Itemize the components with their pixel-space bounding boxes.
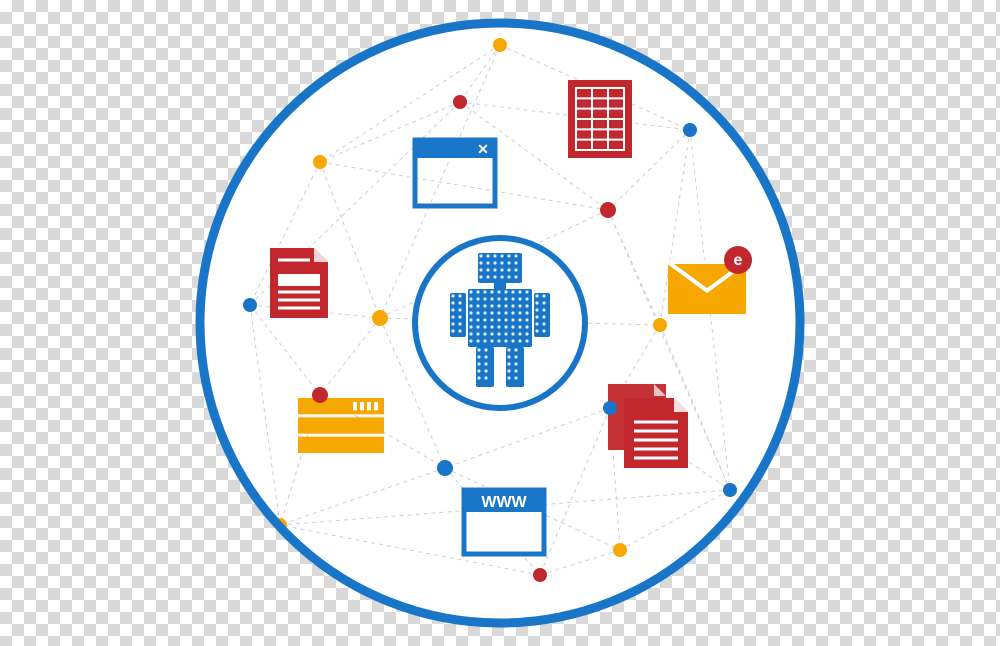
diagram-canvas: ✕ e WWW: [0, 0, 1000, 646]
network-scene: ✕ e WWW: [0, 0, 1000, 646]
server-icon: [298, 398, 384, 453]
spreadsheet-icon: [568, 80, 632, 158]
www-label: WWW: [481, 494, 527, 511]
document-icon: [270, 248, 328, 318]
www-icon: WWW: [464, 490, 544, 554]
svg-text:✕: ✕: [477, 143, 489, 158]
svg-text:e: e: [734, 252, 743, 269]
